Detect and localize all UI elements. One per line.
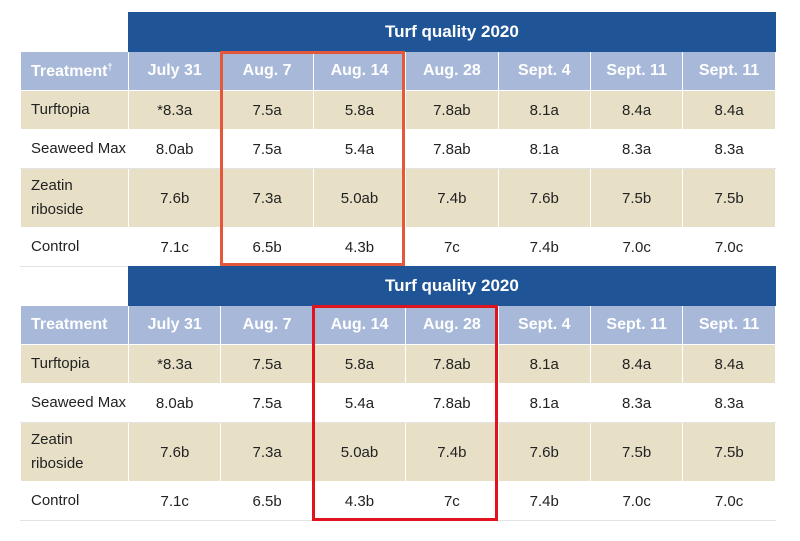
table-cell: 7.5a [220,90,314,130]
table-row: Turftopia *8.3a 7.5a 5.8a 7.8ab 8.1a 8.4… [20,344,776,384]
table-cell: 8.4a [682,90,776,130]
table-cell: 8.3a [589,129,684,169]
table-row: Seaweed Max 8.0ab 7.5a 5.4a 7.8ab 8.1a 8… [20,129,776,169]
table-title: Turf quality 2020 [128,12,776,52]
table-cell: 8.3a [682,383,776,423]
column-header: Aug. 28 [405,51,499,91]
column-header: Sept. 11 [589,51,684,91]
footnote-dagger: † [107,61,113,72]
table-cell: 7.8ab [405,344,499,384]
table-cell: 8.3a [589,383,684,423]
column-header: Aug. 14 [312,305,407,345]
table-cell: 7.0c [589,481,684,521]
table-cell: 6.5b [220,227,314,267]
table-cell: 7.8ab [405,90,499,130]
table-cell: 7.6b [497,168,591,228]
table-cell: 7.1c [127,227,222,267]
column-header: Sept. 11 [682,305,776,345]
table-cell: 8.0ab [127,129,222,169]
table-cell: 7.5a [220,344,314,384]
table-cell: 7.4b [497,481,591,521]
table-cell: 7.3a [220,168,314,228]
table-cell: 7.5a [220,383,314,423]
column-header: Aug. 14 [312,51,407,91]
column-header: Aug. 28 [405,305,499,345]
row-label: Seaweed Max [20,129,129,169]
table-cell: 8.4a [589,344,684,384]
table-cell: 7.4b [497,227,591,267]
column-header: Aug. 7 [220,51,314,91]
table-cell: 7.5b [682,422,776,482]
table-row: Seaweed Max 8.0ab 7.5a 5.4a 7.8ab 8.1a 8… [20,383,776,423]
row-label: Zeatin riboside [20,422,129,482]
column-header: Sept. 11 [682,51,776,91]
table-cell: 5.8a [312,344,407,384]
table-cell: 8.1a [497,90,591,130]
column-header: Aug. 7 [220,305,314,345]
header-row: Treatment† July 31 Aug. 7 Aug. 14 Aug. 2… [20,51,776,91]
column-header-treatment: Treatment [20,305,129,345]
table-cell: 7.5a [220,129,314,169]
turf-quality-table-1: Turf quality 2020 Treatment† July 31 Aug… [20,12,776,267]
table-cell: 7.6b [497,422,591,482]
table-cell: 7.5b [589,422,684,482]
table-row: Control 7.1c 6.5b 4.3b 7c 7.4b 7.0c 7.0c [20,481,776,521]
table-row: Turftopia *8.3a 7.5a 5.8a 7.8ab 8.1a 8.4… [20,90,776,130]
table-cell: 8.0ab [127,383,222,423]
table-title: Turf quality 2020 [128,266,776,306]
turf-quality-table-2: Turf quality 2020 Treatment July 31 Aug.… [20,266,776,521]
table-cell: 8.1a [497,344,591,384]
table-cell: 7.3a [220,422,314,482]
column-header: Sept. 11 [589,305,684,345]
row-label: Zeatin riboside [20,168,129,228]
table-cell: 5.4a [312,383,407,423]
table-cell: 7.0c [682,227,776,267]
table-cell: 7.8ab [405,383,499,423]
table-cell: 5.4a [312,129,407,169]
data-table: Turf quality 2020 Treatment July 31 Aug.… [20,266,776,521]
table-cell: 7.0c [589,227,684,267]
table-cell: 4.3b [312,227,407,267]
header-row: Treatment July 31 Aug. 7 Aug. 14 Aug. 28… [20,305,776,345]
table-row: Zeatin riboside 7.6b 7.3a 5.0ab 7.4b 7.6… [20,422,776,482]
table-cell: 8.4a [682,344,776,384]
column-header: Sept. 4 [497,305,591,345]
row-label: Control [20,227,129,267]
table-cell: *8.3a [127,344,222,384]
table-cell: 7.6b [127,422,222,482]
column-header: July 31 [127,305,222,345]
column-header: July 31 [127,51,222,91]
table-cell: 7.0c [682,481,776,521]
table-row: Zeatin riboside 7.6b 7.3a 5.0ab 7.4b 7.6… [20,168,776,228]
row-label: Turftopia [20,90,129,130]
table-cell: 7.6b [127,168,222,228]
table-cell: 8.1a [497,383,591,423]
table-cell: 4.3b [312,481,407,521]
table-cell: 6.5b [220,481,314,521]
table-cell: 5.0ab [312,422,407,482]
table-cell: 8.4a [589,90,684,130]
row-label: Control [20,481,129,521]
table-cell: 7.8ab [405,129,499,169]
table-cell: 7.4b [405,168,499,228]
data-table: Turf quality 2020 Treatment† July 31 Aug… [20,12,776,267]
table-cell: 8.1a [497,129,591,169]
table-cell: 8.3a [682,129,776,169]
column-header-treatment: Treatment† [20,51,129,91]
table-cell: 5.8a [312,90,407,130]
table-cell: 7.5b [682,168,776,228]
row-label: Turftopia [20,344,129,384]
blank-corner [20,266,129,306]
row-label: Seaweed Max [20,383,129,423]
table-cell: 7.5b [589,168,684,228]
table-cell: 5.0ab [312,168,407,228]
table-cell: 7.1c [127,481,222,521]
column-header: Sept. 4 [497,51,591,91]
table-cell: 7c [405,481,499,521]
table-cell: *8.3a [127,90,222,130]
blank-corner [20,12,129,52]
table-cell: 7c [405,227,499,267]
table-row: Control 7.1c 6.5b 4.3b 7c 7.4b 7.0c 7.0c [20,227,776,267]
table-cell: 7.4b [405,422,499,482]
